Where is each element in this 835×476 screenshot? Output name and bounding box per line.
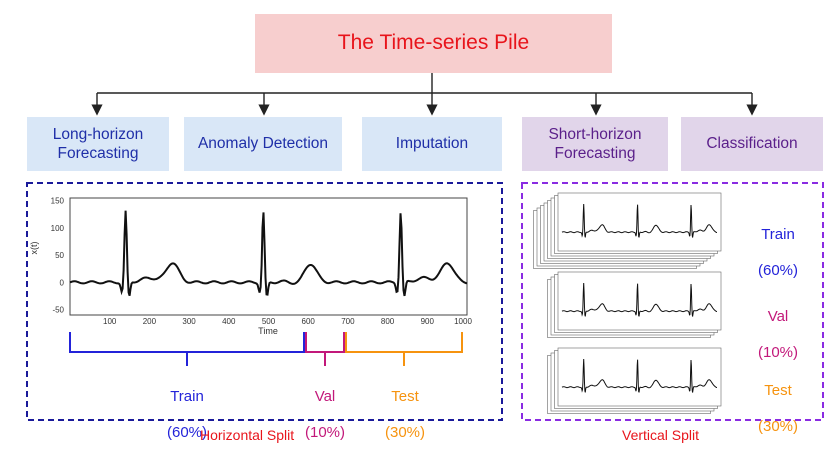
ecg-xlabel: Time bbox=[258, 326, 278, 336]
v-train-label: Train (60%) bbox=[748, 208, 808, 298]
root-title: The Time-series Pile bbox=[337, 31, 530, 55]
h-train-pct: (60%) bbox=[166, 424, 207, 441]
task-label: Short-horizon Forecasting bbox=[548, 125, 642, 162]
ecg-ylabel: x(t) bbox=[29, 242, 39, 255]
mini-ecg-signal bbox=[561, 203, 717, 238]
h-val-name: Val bbox=[314, 388, 336, 405]
ecg-xtick: 200 bbox=[143, 317, 157, 326]
v-val-label: Val (10%) bbox=[748, 290, 808, 380]
vertical-split-border bbox=[521, 182, 824, 421]
v-train-pct: (60%) bbox=[757, 262, 798, 279]
mini-plot-frame bbox=[557, 271, 722, 331]
horizontal-split-caption: Horizontal Split bbox=[200, 427, 295, 443]
v-val-name: Val bbox=[767, 308, 789, 325]
ecg-ytick: 150 bbox=[51, 197, 65, 206]
h-train-label: Train (60%) bbox=[147, 370, 227, 460]
v-val-pct: (10%) bbox=[757, 344, 798, 361]
mini-ecg-signal bbox=[561, 282, 717, 317]
vertical-split-caption: Vertical Split bbox=[622, 427, 700, 443]
ecg-ticks: 100 200 300 400 500 600 700 800 900 1000150100500… bbox=[51, 197, 473, 326]
task-imputation: Imputation bbox=[362, 117, 502, 171]
v-test-pct: (30%) bbox=[757, 418, 798, 435]
mini-plot-frame bbox=[557, 192, 722, 252]
v-test-label: Test (30%) bbox=[748, 364, 808, 454]
ecg-xtick: 700 bbox=[341, 317, 355, 326]
task-anomaly-detection: Anomaly Detection bbox=[184, 117, 342, 171]
task-classification: Classification bbox=[681, 117, 823, 171]
h-train-name: Train bbox=[170, 388, 204, 405]
h-test-pct: (30%) bbox=[384, 424, 425, 441]
task-label: Long-horizon Forecasting bbox=[52, 125, 144, 162]
root-title-box: The Time-series Pile bbox=[255, 14, 612, 73]
ecg-xtick: 500 bbox=[262, 317, 276, 326]
h-test-label: Test (30%) bbox=[370, 370, 440, 460]
ecg-signal bbox=[69, 210, 468, 297]
task-short-horizon-forecasting: Short-horizon Forecasting bbox=[522, 117, 668, 171]
ecg-xtick: 800 bbox=[381, 317, 395, 326]
mini-ecg-signal bbox=[561, 358, 717, 393]
h-val-pct: (10%) bbox=[304, 424, 345, 441]
task-label: Imputation bbox=[395, 135, 469, 153]
ecg-xtick: 1000 bbox=[454, 317, 472, 326]
ecg-xtick: 100 bbox=[103, 317, 117, 326]
v-train-name: Train bbox=[761, 226, 795, 243]
task-label: Classification bbox=[706, 135, 798, 153]
ecg-xtick: 900 bbox=[421, 317, 435, 326]
ecg-ytick: -50 bbox=[52, 306, 64, 315]
v-test-name: Test bbox=[764, 382, 792, 399]
ecg-ytick: 0 bbox=[60, 278, 65, 287]
ecg-xtick: 300 bbox=[182, 317, 196, 326]
ecg-stacks bbox=[533, 192, 722, 414]
horizontal-split-border bbox=[26, 182, 503, 421]
ecg-xtick: 600 bbox=[302, 317, 316, 326]
ecg-ytick: 50 bbox=[55, 251, 64, 260]
ecg-xtick: 400 bbox=[222, 317, 236, 326]
task-label: Anomaly Detection bbox=[197, 135, 329, 153]
mini-plot-frame bbox=[557, 347, 722, 407]
ecg-ytick: 100 bbox=[51, 224, 65, 233]
h-test-name: Test bbox=[391, 388, 419, 405]
h-val-label: Val (10%) bbox=[295, 370, 355, 460]
ecg-plot-frame bbox=[69, 197, 468, 316]
task-long-horizon-forecasting: Long-horizon Forecasting bbox=[27, 117, 169, 171]
